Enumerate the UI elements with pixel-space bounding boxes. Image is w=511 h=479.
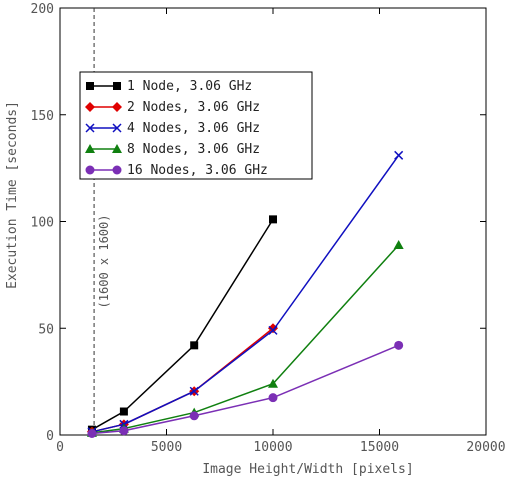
data-point: [394, 150, 404, 160]
legend-marker: [85, 165, 95, 175]
data-point: [268, 325, 278, 335]
legend-item: 2 Nodes, 3.06 GHz: [85, 100, 260, 115]
data-point: [393, 239, 404, 249]
series-1: [87, 215, 277, 434]
data-point: [190, 341, 199, 350]
data-point: [189, 386, 199, 396]
legend-item: 8 Nodes, 3.06 GHz: [85, 142, 260, 157]
y-tick-label: 0: [46, 429, 54, 444]
data-point: [119, 407, 128, 416]
y-tick-label: 50: [38, 322, 54, 337]
series-line: [91, 344, 399, 435]
annotation-label: (1600 x 1600): [97, 215, 111, 309]
data-point: [268, 393, 278, 403]
legend-item: 4 Nodes, 3.06 GHz: [85, 121, 260, 136]
series-layer: [86, 150, 404, 439]
legend-marker: [113, 82, 121, 90]
legend-marker: [112, 102, 122, 112]
y-tick-label: 150: [31, 109, 54, 124]
x-axis-label: Image Height/Width [pixels]: [202, 462, 413, 477]
y-tick-label: 100: [31, 216, 54, 231]
legend-item: 16 Nodes, 3.06 GHz: [85, 163, 268, 178]
data-point: [268, 378, 278, 388]
data-point: [394, 340, 404, 350]
legend-label: 2 Nodes, 3.06 GHz: [127, 100, 260, 115]
series-2: [86, 323, 278, 437]
legend-marker: [85, 123, 95, 133]
data-point: [119, 426, 129, 436]
legend-marker: [112, 144, 122, 153]
x-tick-label: 20000: [466, 440, 505, 455]
legend-marker: [112, 123, 122, 133]
legend-marker: [85, 102, 95, 112]
y-axis-label: Execution Time [seconds]: [5, 101, 20, 289]
data-point: [269, 215, 277, 224]
series-line: [91, 327, 274, 433]
y-tick-label: 200: [31, 2, 54, 17]
data-point: [87, 429, 97, 439]
legend-label: 8 Nodes, 3.06 GHz: [127, 142, 260, 157]
ticks-layer: 0 5000 10000 15000 20000 0 50 100 150 200: [31, 2, 506, 455]
legend-label: 4 Nodes, 3.06 GHz: [127, 121, 260, 136]
x-tick-label: 0: [56, 440, 64, 455]
series-5: [87, 340, 404, 439]
x-tick-label: 10000: [253, 440, 292, 455]
legend-marker: [86, 82, 94, 90]
x-tick-label: 5000: [151, 440, 182, 455]
series-4: [86, 239, 404, 437]
data-point: [189, 411, 199, 421]
legend-label: 1 Node, 3.06 GHz: [127, 79, 252, 94]
x-tick-label: 15000: [360, 440, 399, 455]
series-line: [91, 218, 274, 431]
legend-marker: [85, 144, 95, 153]
legend-marker: [112, 165, 122, 175]
legend-label: 16 Nodes, 3.06 GHz: [127, 163, 268, 178]
series-line: [91, 154, 400, 433]
legend: 1 Node, 3.06 GHz 2 Nodes, 3.06 GHz 4 Nodes…: [79, 71, 313, 180]
legend-item: 1 Node, 3.06 GHz: [86, 79, 252, 94]
